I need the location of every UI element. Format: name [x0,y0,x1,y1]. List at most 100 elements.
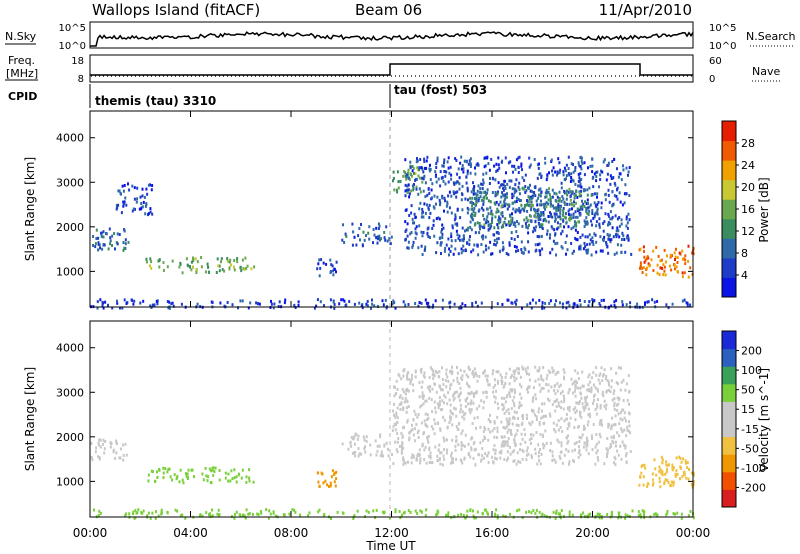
data-cell [329,298,332,302]
data-cell [592,216,595,220]
data-cell [499,373,502,377]
data-cell [559,425,562,429]
data-cell [618,235,621,239]
data-cell [207,475,210,479]
data-cell [111,234,114,238]
data-cell [578,247,581,251]
data-cell [614,214,617,218]
data-cell [562,514,565,518]
data-cell [418,187,421,191]
data-cell [402,456,405,460]
data-cell [384,238,387,242]
data-cell [455,435,458,439]
data-cell [559,512,561,516]
data-cell [607,425,610,429]
data-cell [555,209,558,213]
colorbar-segment [722,140,736,161]
data-cell [428,169,431,173]
data-cell [646,255,649,259]
data-cell [515,158,518,162]
data-cell [543,402,546,406]
data-cell [118,189,121,193]
data-cell [600,201,603,205]
data-cell [537,410,540,414]
data-cell [492,448,495,452]
data-cell [116,301,119,305]
data-cell [542,202,545,206]
data-cell [500,211,503,215]
data-cell [215,271,218,274]
data-cell [331,264,334,268]
data-cell [595,175,598,178]
data-cell [625,382,628,386]
data-cell [588,209,591,213]
data-cell [379,435,382,439]
data-cell [538,193,540,197]
data-cell [671,254,673,258]
data-cell [141,194,144,198]
data-cell [416,166,419,170]
data-cell [594,233,597,237]
data-cell [607,237,610,241]
data-cell [667,306,670,310]
data-cell [524,173,527,177]
data-cell [406,377,409,381]
data-cell [508,392,511,396]
data-cell [586,235,589,239]
data-cell [613,300,616,304]
data-cell [178,265,181,269]
data-cell [600,169,602,173]
data-cell [122,458,125,462]
data-cell [423,202,426,206]
data-cell [210,469,213,473]
data-cell [220,257,223,261]
data-cell [502,245,505,249]
data-cell [417,429,420,433]
data-cell [399,180,402,183]
data-cell [472,514,475,518]
data-cell [660,469,663,473]
data-cell [421,444,424,448]
data-cell [367,231,370,235]
data-cell [127,182,129,186]
data-cell [402,446,405,450]
data-cell [441,399,444,403]
data-cell [418,301,421,304]
data-cell [525,188,528,192]
data-cell [412,186,415,190]
data-cell [444,395,447,399]
colorbar-segment [722,489,736,508]
data-cell [606,172,609,176]
data-cell [595,220,598,224]
data-cell [90,456,93,459]
data-cell [586,211,589,215]
data-cell [396,432,399,435]
data-cell [479,187,482,190]
data-cell [472,509,474,513]
data-cell [474,516,477,520]
data-cell [537,166,540,170]
data-cell [109,445,112,449]
data-cell [412,383,414,387]
data-cell [465,181,468,185]
data-cell [402,369,405,373]
data-cell [400,431,403,435]
data-cell [641,509,644,513]
data-cell [596,192,599,196]
data-cell [402,406,405,410]
data-cell [447,511,450,515]
data-cell [530,433,532,437]
data-cell [587,413,590,417]
data-cell [563,166,566,170]
data-cell [674,474,677,478]
data-cell [145,260,148,264]
data-cell [455,390,458,394]
data-cell [454,444,457,448]
data-cell [456,172,459,176]
data-cell [596,203,599,207]
data-cell [565,212,567,216]
data-cell [406,246,409,250]
data-cell [665,463,668,467]
data-cell [431,387,434,391]
data-cell [575,409,578,413]
